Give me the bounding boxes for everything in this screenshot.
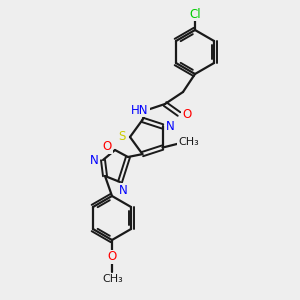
Text: S: S — [118, 130, 126, 143]
Text: O: O — [102, 140, 112, 154]
Text: N: N — [118, 184, 127, 196]
Text: O: O — [107, 250, 117, 263]
Text: N: N — [90, 154, 98, 166]
Text: HN: HN — [131, 103, 149, 116]
Text: Cl: Cl — [189, 8, 201, 20]
Text: CH₃: CH₃ — [178, 136, 199, 147]
Text: N: N — [166, 120, 175, 133]
Text: CH₃: CH₃ — [103, 274, 123, 284]
Text: O: O — [182, 107, 192, 121]
